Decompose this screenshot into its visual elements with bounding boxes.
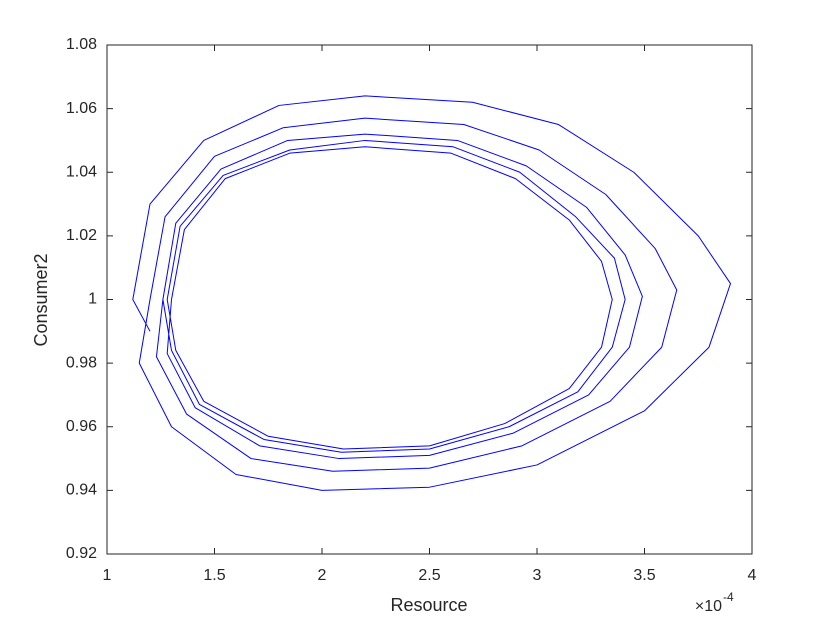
trajectory (132, 95, 731, 491)
x-multiplier-exponent: -4 (723, 590, 734, 604)
x-axis-label: Resource (390, 595, 467, 615)
y-tick-label: 1.08 (66, 36, 97, 53)
y-tick-label: 0.96 (66, 418, 97, 435)
y-axis-label: Consumer2 (31, 253, 51, 346)
y-tick-label: 0.94 (66, 482, 97, 499)
x-tick-label: 1.5 (203, 567, 225, 584)
y-tick-label: 1.04 (66, 163, 97, 180)
x-tick-label: 2.5 (418, 567, 440, 584)
x-tick-label: 2 (318, 567, 327, 584)
x-multiplier: ×10 (695, 598, 722, 615)
x-tick-label: 1 (103, 567, 112, 584)
y-tick-label: 1.06 (66, 100, 97, 117)
x-tick-label: 4 (748, 567, 757, 584)
y-tick-label: 0.92 (66, 545, 97, 562)
y-tick-label: 1.02 (66, 227, 97, 244)
x-tick-label: 3.5 (633, 567, 655, 584)
plot-frame (106, 44, 753, 555)
y-tick-label: 0.98 (66, 354, 97, 371)
x-tick-label: 3 (533, 567, 542, 584)
y-tick-label: 1 (88, 291, 97, 308)
